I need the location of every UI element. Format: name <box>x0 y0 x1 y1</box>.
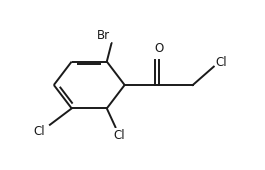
Text: O: O <box>154 42 163 55</box>
Text: Cl: Cl <box>216 56 227 69</box>
Text: Cl: Cl <box>114 129 125 142</box>
Text: Cl: Cl <box>34 125 45 138</box>
Text: Br: Br <box>97 29 110 42</box>
